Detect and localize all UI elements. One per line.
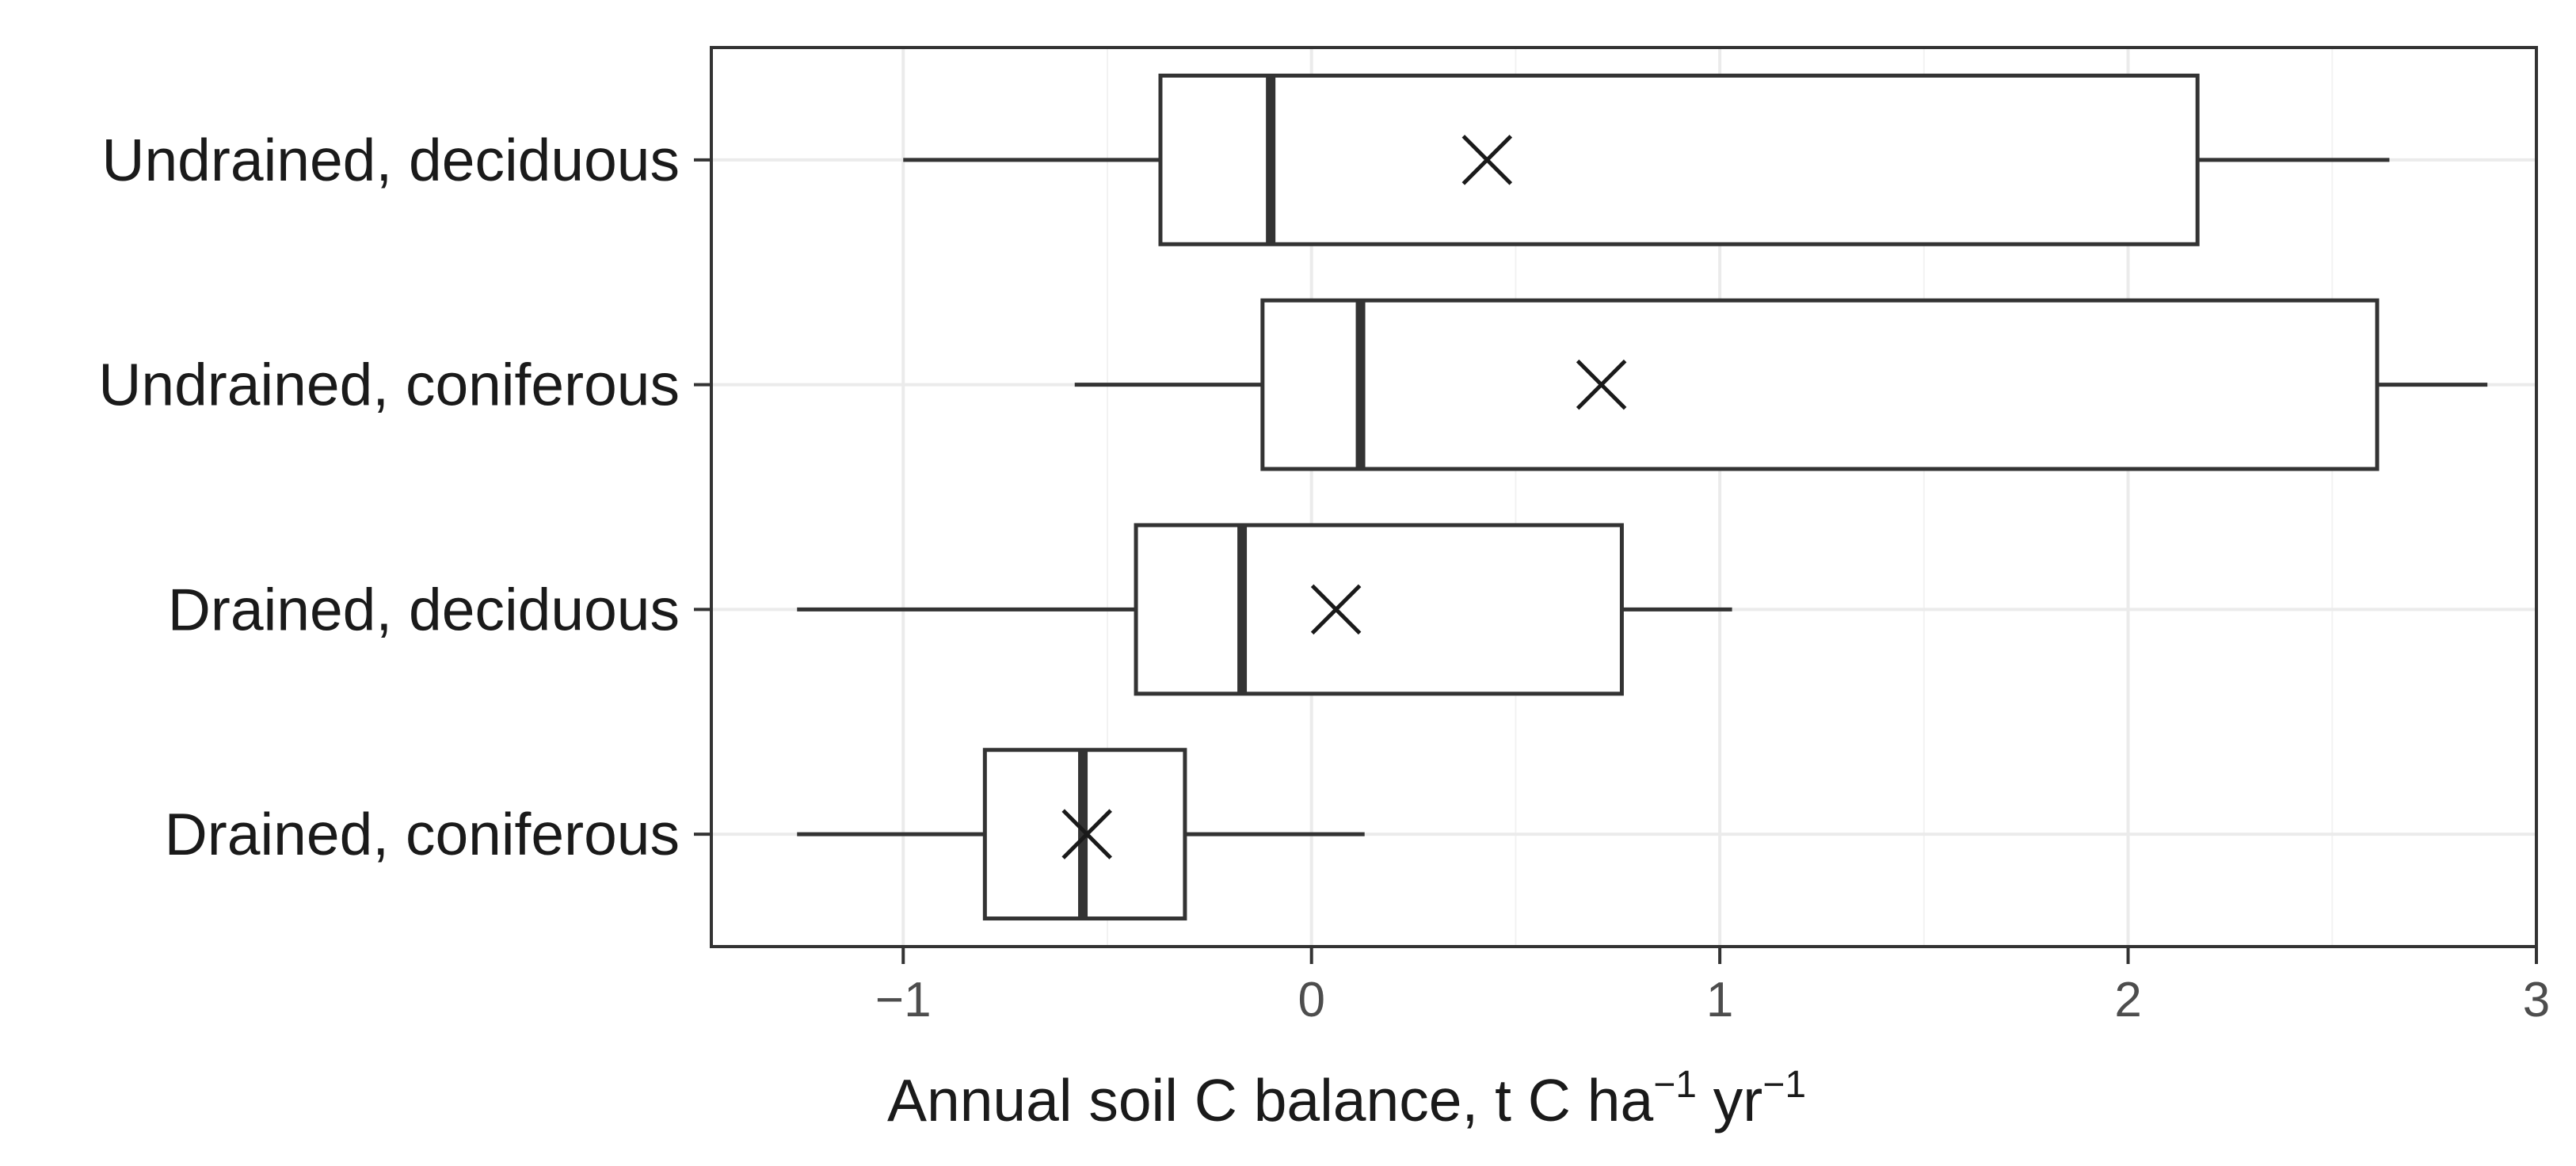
y-tick-label: Drained, deciduous (168, 576, 680, 642)
plot-border (710, 46, 2538, 948)
x-tick-label: 0 (1298, 973, 1324, 1027)
mean-marker-stroke (1461, 135, 1513, 185)
x-tick-label: 3 (2523, 973, 2550, 1027)
x-axis: −1 0 1 2 3 (875, 947, 2550, 1027)
category-axis: Undrained, deciduous Undrained, coniferou… (98, 127, 711, 867)
mean-marker-stroke (1310, 584, 1362, 635)
boxes (797, 73, 2488, 921)
mean-marker (1061, 809, 1112, 859)
box-iqr (1260, 298, 2380, 471)
mean-marker (1461, 135, 1513, 185)
box-group (903, 73, 2390, 246)
mean-marker (1576, 359, 1627, 410)
x-tick-label: −1 (875, 973, 932, 1027)
y-tick-label: Undrained, coniferous (98, 352, 680, 418)
box-iqr (1134, 523, 1624, 696)
x-axis-title-sup2: −1 (1762, 1064, 1806, 1106)
x-tick-label: 2 (2114, 973, 2141, 1027)
x-axis-title-mid: yr (1697, 1067, 1762, 1134)
box-group (797, 523, 1732, 696)
x-axis-title: Annual soil C balance, t C ha−1 yr−1 (887, 1064, 1806, 1134)
mean-marker-stroke (1061, 809, 1112, 859)
box-iqr (1158, 73, 2200, 246)
box-group (797, 748, 1365, 921)
x-tick-label: 1 (1706, 973, 1733, 1027)
box-group (1074, 298, 2488, 471)
x-axis-title-base: Annual soil C balance, t C ha (887, 1067, 1654, 1134)
mean-marker-stroke (1576, 359, 1627, 410)
x-axis-title-sup1: −1 (1653, 1064, 1697, 1106)
y-tick-label: Drained, coniferous (165, 801, 680, 867)
mean-marker (1310, 584, 1362, 635)
y-tick-label: Undrained, deciduous (101, 127, 680, 193)
